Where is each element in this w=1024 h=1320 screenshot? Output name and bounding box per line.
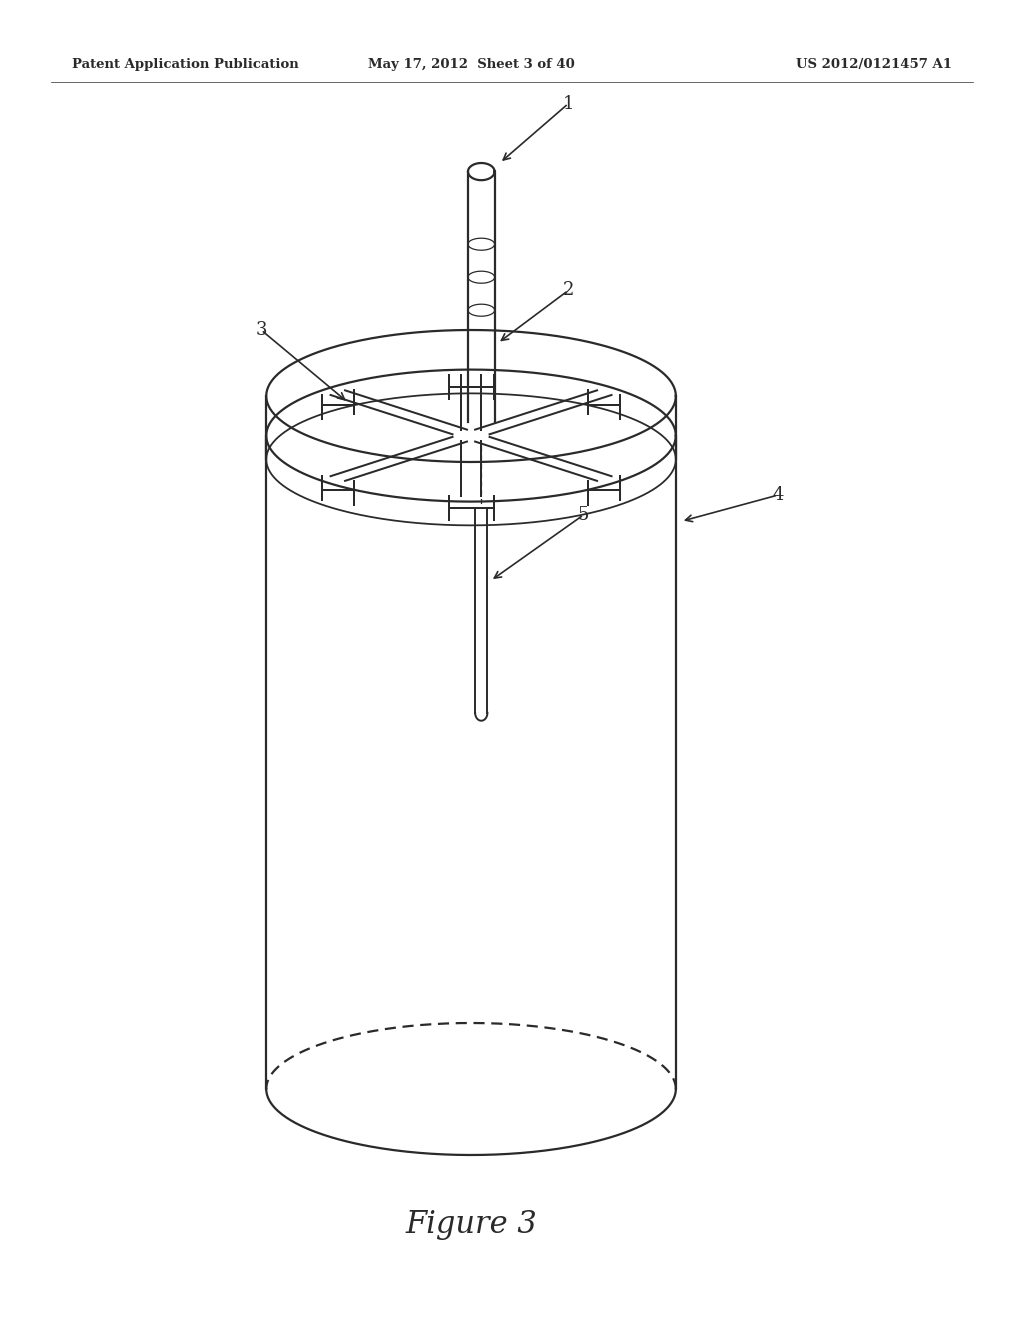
Text: 2: 2 <box>562 281 574 300</box>
Text: Figure 3: Figure 3 <box>406 1209 537 1241</box>
Text: 4: 4 <box>772 486 784 504</box>
Text: Patent Application Publication: Patent Application Publication <box>72 58 298 71</box>
Text: 3: 3 <box>255 321 267 339</box>
Text: US 2012/0121457 A1: US 2012/0121457 A1 <box>797 58 952 71</box>
Text: 1: 1 <box>562 95 574 112</box>
Text: 5: 5 <box>578 506 590 524</box>
Text: May 17, 2012  Sheet 3 of 40: May 17, 2012 Sheet 3 of 40 <box>368 58 574 71</box>
